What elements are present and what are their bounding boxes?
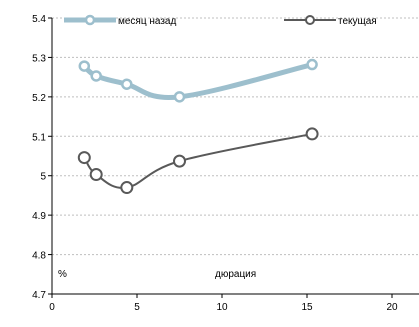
x-tick-label: 10 <box>216 302 228 313</box>
y-tick-label: 5 <box>40 172 46 183</box>
y-tick-label: 5.4 <box>32 14 46 25</box>
y-tick-label: 4.7 <box>32 290 46 301</box>
y-tick-label: 5.1 <box>32 132 46 143</box>
data-point <box>90 70 102 82</box>
data-point <box>305 127 319 141</box>
data-point <box>78 60 91 72</box>
data-point <box>173 91 186 103</box>
data-point <box>173 154 186 168</box>
series-line <box>81 62 315 100</box>
legend-marker-1 <box>305 15 315 25</box>
x-tick-label: 5 <box>134 302 140 313</box>
data-point <box>306 58 318 71</box>
y-tick-label: 4.9 <box>32 211 46 222</box>
series-1 <box>77 127 319 195</box>
legend: месяц назад текущая <box>64 14 377 27</box>
x-tick-labels: 0 5 10 15 20 <box>49 294 398 313</box>
legend-marker-0 <box>84 14 96 26</box>
legend-item-1: текущая <box>284 15 377 27</box>
legend-item-0: месяц назад <box>64 14 176 27</box>
data-point <box>89 168 103 182</box>
x-tick-label: 15 <box>301 302 313 313</box>
grid-lines <box>52 17 419 256</box>
y-tick-label: 4.8 <box>32 251 46 262</box>
y-tick-labels: 4.7 4.8 4.9 5 5.1 5.2 5.3 5.4 <box>32 14 52 301</box>
data-point <box>77 151 91 165</box>
data-point <box>121 78 133 90</box>
legend-label-0: месяц назад <box>118 16 176 27</box>
y-axis-label: % <box>58 269 67 280</box>
x-tick-label: 0 <box>49 302 55 313</box>
x-tick-label: 20 <box>386 302 398 313</box>
legend-label-1: текущая <box>338 16 377 27</box>
data-point <box>120 181 134 195</box>
series-0 <box>78 58 318 103</box>
series-line <box>83 132 314 189</box>
x-axis-label: дюрация <box>215 269 256 280</box>
y-tick-label: 5.3 <box>32 53 46 64</box>
series-layer <box>77 58 319 195</box>
y-tick-label: 5.2 <box>32 93 46 104</box>
